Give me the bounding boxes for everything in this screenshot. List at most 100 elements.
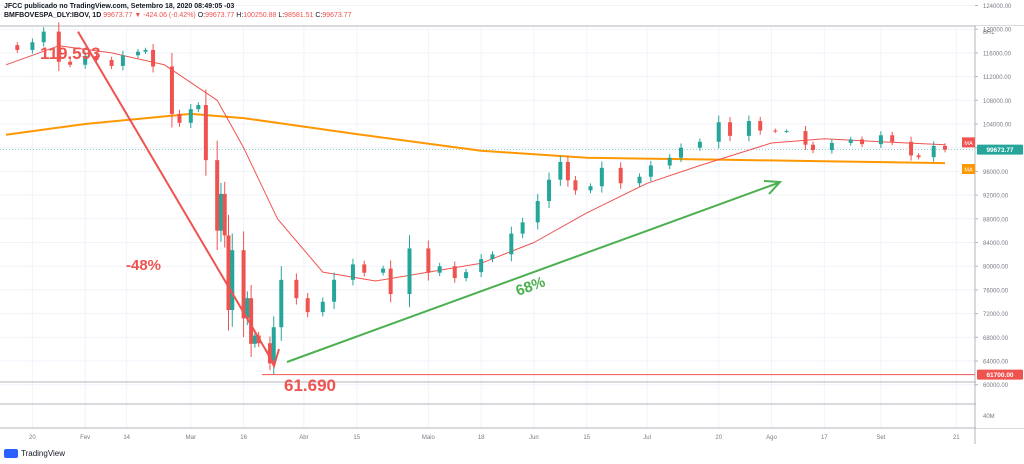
candle-body	[565, 161, 570, 181]
candle-body	[716, 122, 721, 142]
last-value: 99673.77	[103, 12, 133, 19]
candle-body	[811, 144, 816, 151]
tradingview-logo[interactable]: TradingView	[4, 449, 65, 458]
candle-body	[637, 176, 642, 184]
high-value: 100250.88	[243, 12, 277, 19]
trend-down-arrowhead	[265, 348, 280, 369]
y-tick-label: 60000.00	[983, 383, 1009, 389]
ma-long-label-text: MA	[964, 168, 973, 174]
price-labels: MA MA 99673.77 61700.00	[962, 137, 1023, 380]
candle-body	[267, 343, 272, 364]
candle-body	[667, 157, 672, 166]
x-tick-label: 17	[821, 435, 828, 441]
y-tick-label: 92000.00	[983, 194, 1009, 200]
candle-body	[305, 298, 310, 313]
x-tick-label: Jul	[643, 435, 651, 441]
candle-body	[573, 180, 578, 191]
candle-body	[188, 109, 193, 123]
candle-body	[758, 121, 763, 131]
price-axis[interactable]: BRL 124000.00 120000.00 116000.00 112000.00 1…	[975, 4, 1024, 428]
candle-body	[618, 167, 623, 184]
support-price-label-box	[977, 369, 1023, 380]
candle-body	[599, 167, 604, 187]
candle-body	[249, 298, 254, 344]
candle-body	[452, 266, 457, 279]
ma-long-path	[5, 112, 946, 165]
last-price-label-text: 99673.77	[986, 147, 1013, 154]
support-line	[0, 149, 975, 376]
tradingview-icon	[4, 449, 18, 458]
candle-body	[520, 222, 525, 234]
candle-body	[362, 264, 367, 273]
y-tick-label: 68000.00	[983, 336, 1009, 342]
high-label: H:	[236, 12, 244, 19]
candle-body	[890, 135, 895, 142]
x-tick-label: Fev	[80, 435, 90, 441]
close-value: 99673.77	[322, 12, 352, 19]
x-tick-label: Set	[876, 435, 885, 441]
plot-background	[0, 26, 1024, 428]
x-tick-label: 18	[478, 435, 485, 441]
ma-long-label-box	[962, 164, 975, 175]
currency-label: BRL	[983, 30, 995, 36]
candle-body	[109, 60, 114, 66]
grid-lines	[0, 5, 1024, 444]
close-label: C:	[315, 12, 323, 19]
candle-body	[143, 49, 148, 52]
candle-body	[135, 51, 140, 56]
trend-lines	[77, 31, 783, 369]
x-tick-label: 15	[583, 435, 590, 441]
candle-body	[41, 31, 46, 43]
candle-body	[728, 122, 733, 136]
candle-body	[773, 130, 778, 132]
candle-body	[479, 259, 484, 273]
symbol-name[interactable]: BMFBOVESPA_DLY:IBOV, 1D	[4, 12, 102, 19]
x-tick-label: Jun	[529, 435, 539, 441]
candle-body	[30, 42, 35, 50]
candle-body	[294, 279, 299, 299]
candle-body	[56, 31, 61, 62]
candle-body	[83, 55, 88, 65]
candle-body	[241, 250, 246, 319]
candle-body	[588, 186, 593, 191]
y-tick-label: 88000.00	[983, 217, 1009, 223]
candle-body	[490, 254, 495, 260]
low-value: 98581.51	[284, 12, 314, 19]
y-tick-label: 124000.00	[983, 4, 1012, 10]
trend-down-line	[77, 31, 275, 365]
ma-short-label-text: MA	[964, 141, 973, 147]
candle-body	[909, 141, 914, 156]
drop-label: -48%	[126, 257, 161, 274]
candle-body	[829, 142, 834, 151]
x-tick-label: 21	[953, 435, 960, 441]
candle-body	[943, 145, 947, 150]
candle-body	[931, 145, 936, 158]
candle-body	[271, 327, 276, 364]
x-tick-label: Abr	[299, 435, 308, 441]
candle-body	[848, 139, 853, 143]
x-tick-label: 20	[29, 435, 36, 441]
candle-body	[916, 155, 921, 158]
candle-body	[350, 264, 355, 280]
candle-body	[151, 49, 156, 67]
candle-body	[679, 147, 684, 158]
candle-body	[222, 193, 227, 236]
y-tick-label: 84000.00	[983, 241, 1009, 247]
candle-body	[878, 135, 883, 145]
candle-body	[68, 61, 73, 65]
time-axis[interactable]: 20 Fev 14 Mar 16 Abr 15 Maio 18 Jun 15 Jul 20 Ago 17 Se…	[29, 435, 960, 441]
x-tick-label: Ago	[766, 435, 777, 441]
support-price-label-text: 61700.00	[986, 372, 1013, 379]
candle-body	[746, 121, 751, 136]
open-label: O:	[197, 12, 206, 19]
lower-pane-tick-label: 40M	[983, 414, 995, 420]
y-tick-label: 72000.00	[983, 312, 1009, 318]
y-tick-label: 76000.00	[983, 288, 1009, 294]
candle-body	[169, 66, 174, 114]
candle-body	[177, 113, 182, 123]
y-tick-label: 120000.00	[983, 28, 1012, 34]
candle-body	[245, 298, 250, 319]
trend-up-line	[286, 182, 779, 363]
candle-body	[697, 141, 702, 148]
